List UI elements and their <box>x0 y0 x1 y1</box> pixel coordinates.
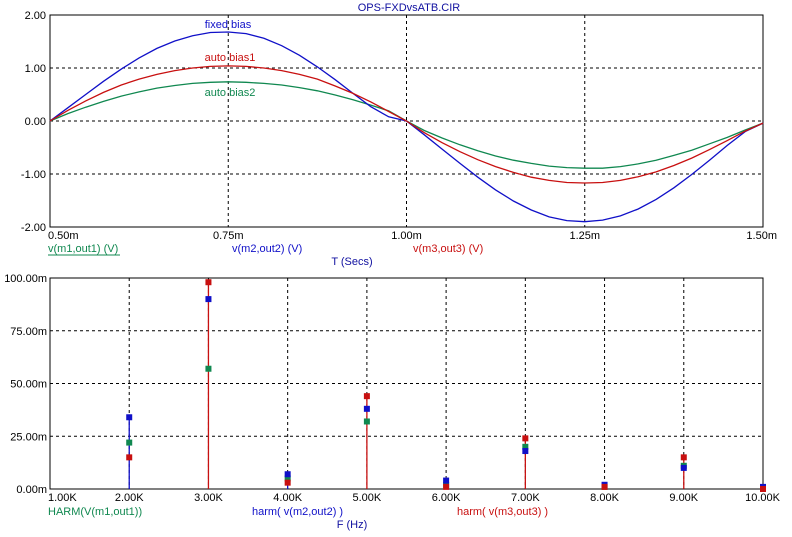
harmonic-point[interactable] <box>443 483 450 490</box>
harmonic-point[interactable] <box>126 414 133 421</box>
transient-y-tick-label: -2.00 <box>21 222 46 234</box>
harmonic-x-tick-label: 8.00K <box>590 492 619 504</box>
harmonic-trace-label: HARM(V(m1,out1)) <box>48 506 142 518</box>
harmonic-x-tick-label: 1.00K <box>48 492 77 504</box>
transient-annotation: auto bias1 <box>205 52 256 64</box>
transient-annotation: fixed bias <box>205 19 252 31</box>
harmonic-trace-label: harm( v(m2,out2) ) <box>252 506 343 518</box>
harmonic-point[interactable] <box>284 471 291 478</box>
harmonic-trace-labels: HARM(V(m1,out1)) harm( v(m2,out2) ) harm( … <box>48 506 548 518</box>
transient-y-tick-label: 1.00 <box>25 63 46 75</box>
transient-y-tick-label: 0.00 <box>25 116 46 128</box>
harmonic-point[interactable] <box>205 296 212 303</box>
harmonic-y-tick-label: 0.00m <box>16 484 47 496</box>
transient-chart: -2.00 -1.00 0.00 1.00 2.00 0.50m 0.75m 1.00m 1.… <box>21 10 777 268</box>
transient-series-line <box>49 65 764 184</box>
harmonic-point[interactable] <box>126 454 133 461</box>
harmonic-point[interactable] <box>443 477 450 484</box>
harmonic-x-tick-label: 6.00K <box>432 492 461 504</box>
harmonic-point[interactable] <box>363 418 370 425</box>
harmonic-point[interactable] <box>601 483 608 490</box>
harmonic-chart: 0.00m 25.00m 50.00m 75.00m 100.00m 1.00K 2.00… <box>4 273 780 531</box>
harmonic-x-tick-label: 3.00K <box>194 492 223 504</box>
harmonic-y-tick-label: 25.00m <box>10 431 47 443</box>
transient-annotations: fixed bias auto bias1 auto bias2 <box>205 19 256 99</box>
harmonic-point[interactable] <box>680 454 687 461</box>
harmonic-y-tick-label: 75.00m <box>10 326 47 338</box>
transient-x-tick-label: 1.00m <box>391 230 422 242</box>
harmonic-x-ticks: 1.00K 2.00K 3.00K 4.00K 5.00K 6.00K 7.00K 8.00K… <box>48 492 781 504</box>
transient-x-ticks: 0.50m 0.75m 1.00m 1.25m 1.50m <box>48 230 777 242</box>
harmonic-x-tick-label: 9.00K <box>669 492 698 504</box>
harmonic-x-tick-label: 10.00K <box>745 492 781 504</box>
transient-x-tick-label: 1.25m <box>569 230 600 242</box>
transient-x-axis-label: T (Secs) <box>331 256 372 268</box>
harmonic-point[interactable] <box>680 464 687 471</box>
harmonic-point[interactable] <box>363 405 370 412</box>
harmonic-point[interactable] <box>284 479 291 486</box>
harmonic-point[interactable] <box>205 365 212 372</box>
harmonic-x-tick-label: 5.00K <box>353 492 382 504</box>
harmonic-point[interactable] <box>126 439 133 446</box>
harmonic-point[interactable] <box>363 393 370 400</box>
transient-trace-labels: v(m1,out1) (V) v(m2,out2) (V) v(m3,out3) (… <box>48 243 483 256</box>
harmonic-bars <box>126 279 766 492</box>
harmonic-point[interactable] <box>522 435 529 442</box>
harmonic-trace-label: harm( v(m3,out3) ) <box>457 506 548 518</box>
harmonic-x-axis-label: F (Hz) <box>337 519 368 531</box>
transient-trace-label: v(m2,out2) (V) <box>232 243 302 255</box>
harmonic-y-ticks: 0.00m 25.00m 50.00m 75.00m 100.00m <box>4 273 47 496</box>
transient-trace-label: v(m3,out3) (V) <box>413 243 483 255</box>
harmonic-point[interactable] <box>522 443 529 450</box>
transient-series <box>49 31 764 223</box>
harmonic-x-tick-label: 7.00K <box>511 492 540 504</box>
transient-x-tick-label: 0.75m <box>213 230 244 242</box>
transient-y-ticks: -2.00 -1.00 0.00 1.00 2.00 <box>21 10 46 234</box>
transient-x-tick-label: 0.50m <box>48 230 79 242</box>
harmonic-point[interactable] <box>760 486 766 492</box>
transient-y-tick-label: -1.00 <box>21 169 46 181</box>
harmonic-x-tick-label: 4.00K <box>273 492 302 504</box>
harmonic-point[interactable] <box>205 279 212 286</box>
harmonic-point[interactable] <box>522 448 529 455</box>
transient-trace-label: v(m1,out1) (V) <box>48 243 118 255</box>
harmonic-x-tick-label: 2.00K <box>115 492 144 504</box>
harmonic-point[interactable] <box>284 475 291 482</box>
window-title: OPS-FXDvsATB.CIR <box>358 2 461 14</box>
harmonic-y-tick-label: 100.00m <box>4 273 47 285</box>
transient-x-tick-label: 1.50m <box>746 230 777 242</box>
transient-y-tick-label: 2.00 <box>25 10 46 22</box>
transient-annotation: auto bias2 <box>205 87 256 99</box>
harmonic-y-tick-label: 50.00m <box>10 379 47 391</box>
